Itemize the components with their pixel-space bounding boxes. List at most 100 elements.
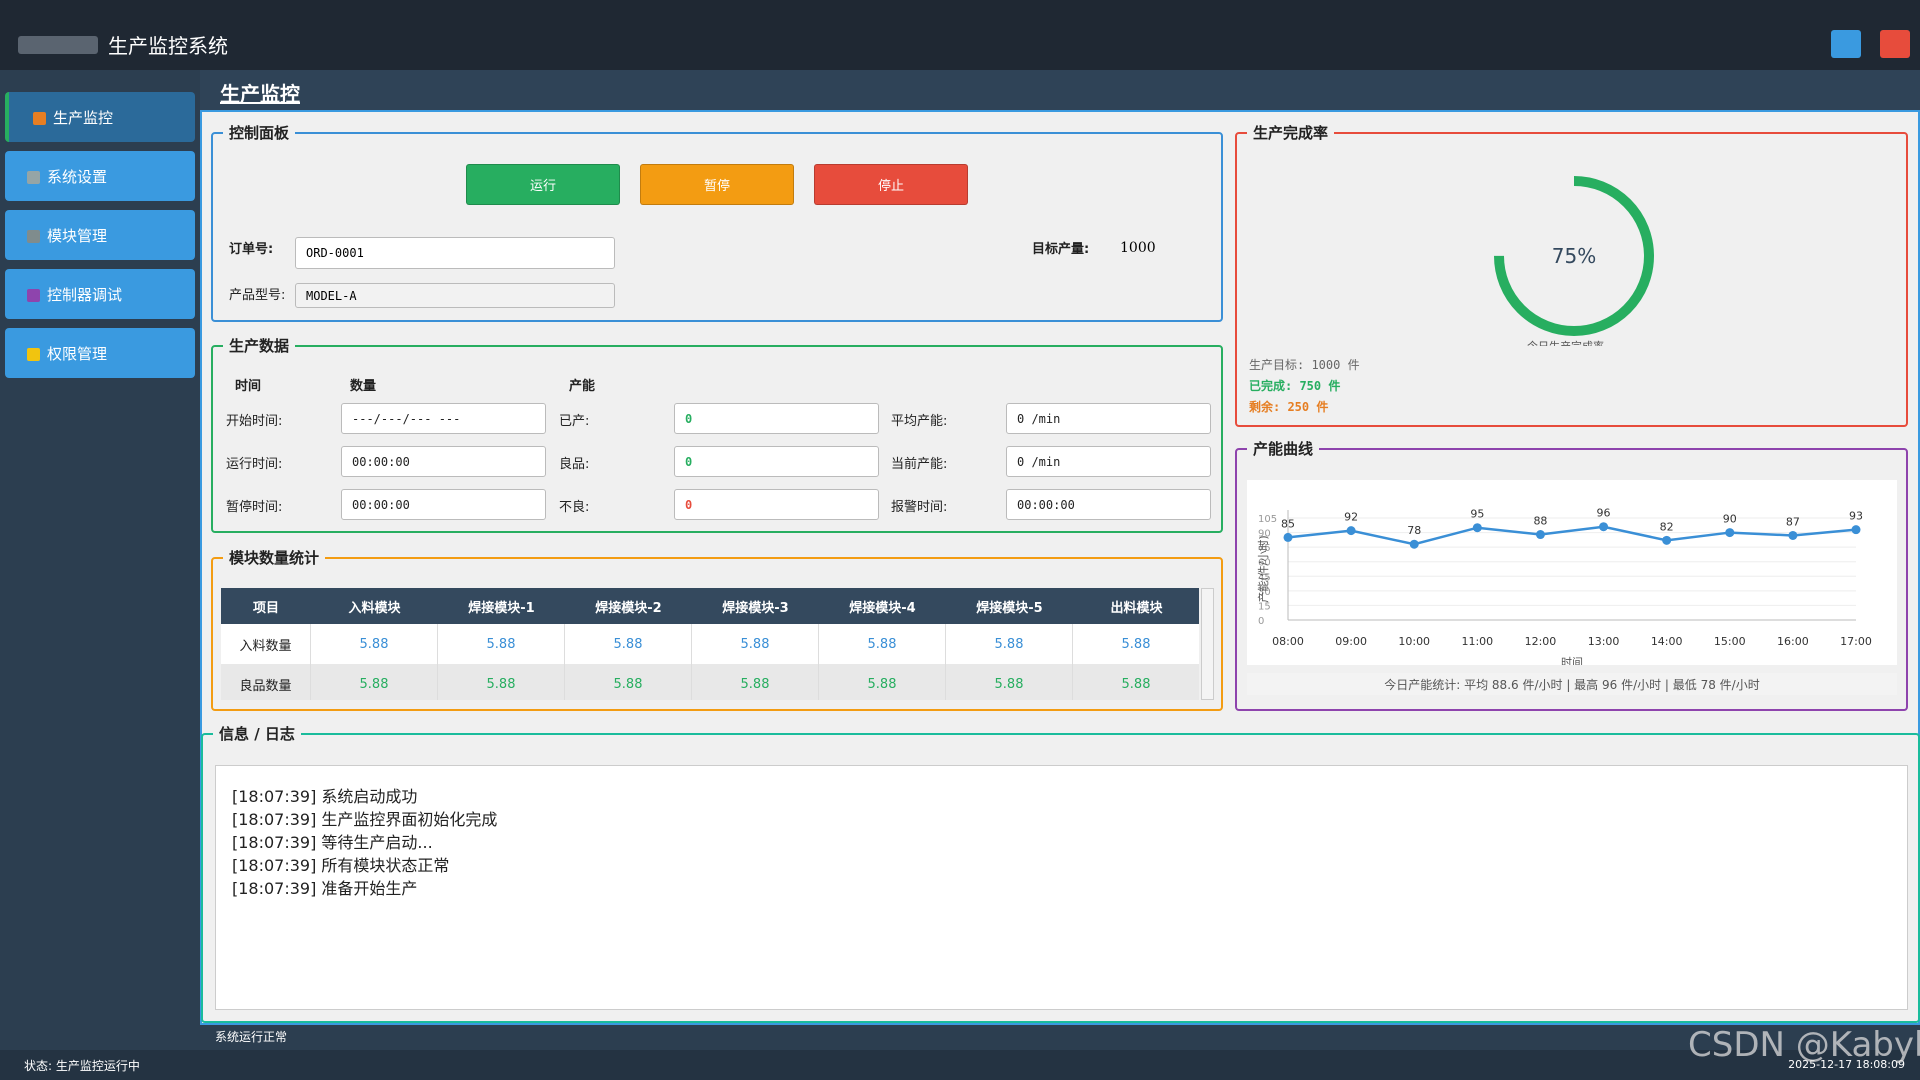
x-tick-label: 16:00 bbox=[1777, 635, 1809, 648]
field-value[interactable]: ---/---/--- --- bbox=[341, 403, 546, 434]
control-button[interactable]: 停止 bbox=[814, 164, 968, 205]
field-label: 平均产能: bbox=[891, 414, 948, 429]
page-title: 生产监控 bbox=[220, 82, 300, 106]
status-bar bbox=[0, 1050, 1920, 1080]
app-logo bbox=[18, 36, 98, 54]
ring-label: 75% bbox=[1552, 244, 1596, 268]
group-title: 生产数据 bbox=[223, 336, 296, 356]
target-label: 目标产量: bbox=[1032, 242, 1090, 257]
x-tick-label: 15:00 bbox=[1714, 635, 1746, 648]
table-header: 焊接模块-5 bbox=[946, 588, 1073, 624]
sidebar-item[interactable]: 模块管理 bbox=[5, 210, 195, 260]
control-button[interactable]: 暂停 bbox=[640, 164, 794, 205]
table-cell: 5.88 bbox=[565, 624, 692, 664]
data-point bbox=[1851, 525, 1861, 535]
sidebar-item[interactable]: 权限管理 bbox=[5, 328, 195, 378]
y-tick-label: 60 bbox=[1258, 558, 1271, 569]
group-title: 产能曲线 bbox=[1247, 439, 1320, 459]
status-time: 2025-12-17 18:08:09 bbox=[1788, 1058, 1905, 1071]
table-cell: 5.88 bbox=[692, 624, 819, 664]
table-cell: 5.88 bbox=[819, 664, 946, 700]
field-value[interactable]: 0 /min bbox=[1006, 403, 1211, 434]
x-tick-label: 13:00 bbox=[1588, 635, 1620, 648]
table-cell: 5.88 bbox=[946, 624, 1073, 664]
close-button[interactable] bbox=[1880, 30, 1910, 58]
data-point bbox=[1725, 528, 1735, 538]
y-tick-label: 30 bbox=[1258, 587, 1271, 598]
table-cell: 5.88 bbox=[311, 664, 438, 700]
minimize-button[interactable] bbox=[1831, 30, 1861, 58]
watermark: CSDN @Kabyl bbox=[1688, 1025, 1920, 1065]
data-point bbox=[1662, 535, 1672, 545]
field-label: 运行时间: bbox=[226, 457, 283, 472]
field-value[interactable]: 0 bbox=[674, 403, 879, 434]
y-tick-label: 105 bbox=[1258, 514, 1277, 525]
sidebar-item[interactable]: 系统设置 bbox=[5, 151, 195, 201]
field-label: 良品: bbox=[559, 457, 590, 472]
field-label: 开始时间: bbox=[226, 414, 283, 429]
column-header: 时间 bbox=[235, 379, 262, 394]
status-message: 系统运行正常 bbox=[215, 1030, 288, 1044]
control-button[interactable]: 运行 bbox=[466, 164, 620, 205]
table-cell: 5.88 bbox=[438, 624, 565, 664]
data-point bbox=[1599, 522, 1609, 532]
chart-summary: 今日产能统计: 平均 88.6 件/小时 | 最高 96 件/小时 | 最低 7… bbox=[1247, 673, 1897, 695]
table-cell: 5.88 bbox=[692, 664, 819, 700]
table-header: 项目 bbox=[221, 588, 311, 624]
data-label: 88 bbox=[1533, 515, 1547, 528]
capacity-line bbox=[1287, 525, 1857, 546]
field-label: 不良: bbox=[559, 500, 590, 515]
sidebar-item[interactable]: 生产监控 bbox=[5, 92, 195, 142]
table-header: 焊接模块-4 bbox=[819, 588, 946, 624]
table-header: 出料模块 bbox=[1073, 588, 1199, 624]
field-value[interactable]: 00:00:00 bbox=[341, 446, 546, 477]
product-input[interactable]: MODEL-A bbox=[295, 283, 615, 308]
scrollbar[interactable] bbox=[1201, 588, 1214, 700]
field-value[interactable]: 00:00:00 bbox=[1006, 489, 1211, 520]
sidebar-label: 控制器调试 bbox=[47, 286, 123, 304]
table-cell: 5.88 bbox=[1073, 664, 1199, 700]
x-tick-label: 09:00 bbox=[1335, 635, 1367, 648]
y-axis-label: 产能(件/小时) bbox=[1256, 535, 1270, 602]
sidebar-icon bbox=[27, 348, 40, 361]
data-point bbox=[1472, 523, 1482, 533]
field-value[interactable]: 0 /min bbox=[1006, 446, 1211, 477]
page-header bbox=[200, 70, 1920, 110]
x-tick-label: 14:00 bbox=[1651, 635, 1683, 648]
data-point bbox=[1346, 526, 1356, 536]
sidebar-icon bbox=[27, 171, 40, 184]
capacity-chart: 0 15 30 45 60 75 90 105 产能(件/小时) 时间 85 08:00 92 09:00… bbox=[1247, 480, 1897, 665]
data-label: 87 bbox=[1786, 515, 1800, 528]
table-cell: 5.88 bbox=[1073, 624, 1199, 664]
y-tick-label: 45 bbox=[1258, 572, 1271, 583]
completion-ring: 75% bbox=[1494, 176, 1654, 336]
field-value[interactable]: 00:00:00 bbox=[341, 489, 546, 520]
ring-caption: 今日生产完成率 bbox=[1527, 338, 1604, 346]
field-label: 当前产能: bbox=[891, 457, 948, 472]
order-input[interactable]: ORD-0001 bbox=[295, 237, 615, 269]
sidebar-icon bbox=[33, 112, 46, 125]
stats-table: 项目 入料数量 良品数量 入料模块 5.88 5.88 焊接模块-1 5.88 5.88 焊接模块… bbox=[221, 588, 1199, 700]
field-label: 暂停时间: bbox=[226, 500, 283, 515]
y-tick-label: 15 bbox=[1258, 601, 1271, 612]
log-box: [18:07:39] 系统启动成功 [18:07:39] 生产监控界面初始化完成 [… bbox=[215, 765, 1908, 1010]
log-line: [18:07:39] 生产监控界面初始化完成 bbox=[232, 810, 498, 829]
table-cell: 5.88 bbox=[946, 664, 1073, 700]
data-point bbox=[1535, 530, 1545, 540]
x-tick-label: 10:00 bbox=[1398, 635, 1430, 648]
completion-line: 生产目标: 1000 件 bbox=[1249, 358, 1360, 372]
x-tick-label: 11:00 bbox=[1461, 635, 1493, 648]
x-tick-label: 08:00 bbox=[1272, 635, 1304, 648]
field-value[interactable]: 0 bbox=[674, 489, 879, 520]
sidebar-item[interactable]: 控制器调试 bbox=[5, 269, 195, 319]
field-value[interactable]: 0 bbox=[674, 446, 879, 477]
field-label: 报警时间: bbox=[891, 500, 948, 515]
data-label: 95 bbox=[1470, 508, 1484, 521]
table-cell: 5.88 bbox=[311, 624, 438, 664]
group-title: 信息 / 日志 bbox=[213, 724, 301, 744]
table-cell: 良品数量 bbox=[221, 664, 311, 700]
log-line: [18:07:39] 所有模块状态正常 bbox=[232, 856, 450, 875]
table-header: 焊接模块-1 bbox=[438, 588, 565, 624]
completion-line: 剩余: 250 件 bbox=[1249, 400, 1329, 414]
